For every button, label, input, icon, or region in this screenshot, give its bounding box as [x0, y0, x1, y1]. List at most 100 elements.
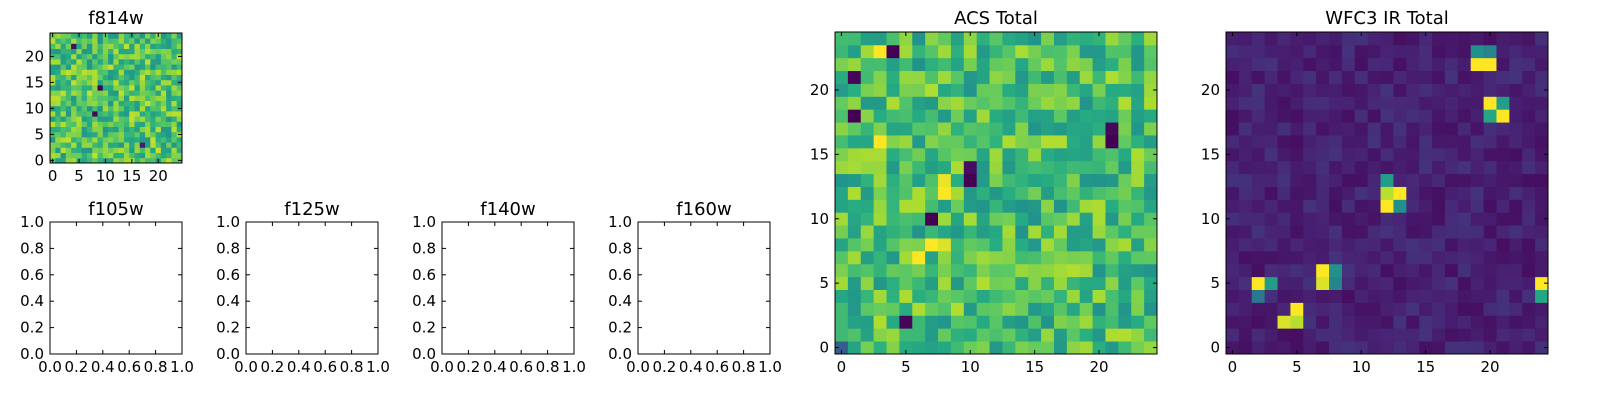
heatmap-cell	[1238, 225, 1253, 239]
heatmap-cell	[1226, 225, 1240, 239]
heatmap-cell	[938, 160, 952, 175]
heatmap-cell	[102, 95, 109, 101]
heatmap-cell	[860, 276, 875, 290]
heatmap-cell	[963, 238, 978, 252]
heatmap-cell	[1015, 212, 1029, 226]
heatmap-cell	[1535, 328, 1549, 342]
heatmap-cell	[1041, 263, 1055, 278]
heatmap-cell	[976, 225, 990, 239]
heatmap-cell	[847, 328, 862, 342]
heatmap-cell	[835, 96, 849, 110]
heatmap-cell	[938, 225, 952, 239]
heatmap-cell	[1015, 160, 1029, 175]
heatmap-cell	[1066, 96, 1081, 110]
heatmap-cell	[1290, 225, 1304, 239]
heatmap-cell	[1509, 315, 1523, 329]
heatmap-cell	[171, 33, 178, 39]
y-tick-label: 0.6	[20, 266, 44, 284]
heatmap-cell	[1316, 289, 1330, 303]
heatmap-cell	[1002, 315, 1016, 329]
heatmap-cell	[938, 173, 952, 187]
heatmap-cell	[989, 44, 1003, 59]
heatmap-cell	[1432, 173, 1446, 187]
heatmap-cell	[1393, 238, 1407, 252]
heatmap-cell	[976, 122, 990, 136]
heatmap-cell	[1028, 32, 1042, 46]
heatmap-cell	[873, 238, 887, 252]
heatmap-cell	[1419, 328, 1433, 342]
heatmap-cell	[1041, 289, 1055, 303]
heatmap-cell	[1002, 289, 1016, 303]
heatmap-cell	[1251, 199, 1266, 213]
heatmap-cell	[1329, 70, 1343, 84]
heatmap-cell	[1393, 109, 1407, 123]
heatmap-cell	[55, 116, 61, 122]
heatmap-cell	[1041, 341, 1055, 355]
heatmap-cell	[160, 90, 167, 96]
heatmap-cell	[899, 199, 913, 213]
heatmap-cell	[92, 105, 98, 112]
heatmap-cell	[1470, 328, 1484, 342]
heatmap-cell	[938, 122, 952, 136]
heatmap-cell	[123, 131, 130, 138]
heatmap-cell	[1444, 238, 1459, 252]
heatmap-cell	[81, 131, 88, 138]
heatmap-cell	[925, 147, 939, 162]
heatmap-cell	[1053, 289, 1068, 303]
heatmap-cell	[1131, 57, 1145, 72]
heatmap-cell	[976, 263, 990, 278]
heatmap-cell	[134, 131, 141, 138]
heatmap-cell	[60, 126, 67, 133]
heatmap-cell	[1118, 341, 1132, 355]
heatmap-cell	[123, 74, 130, 81]
heatmap-cell	[1118, 328, 1132, 342]
heatmap-cell	[938, 109, 952, 123]
heatmap-cell	[123, 142, 130, 148]
heatmap-cell	[160, 43, 167, 49]
heatmap-cell	[1290, 173, 1304, 187]
panel-title: f140w	[480, 199, 535, 220]
heatmap-cell	[118, 147, 125, 153]
heatmap-cell	[950, 57, 965, 72]
heatmap-cell	[963, 147, 978, 162]
heatmap-cell	[1290, 212, 1304, 226]
heatmap-cell	[1341, 315, 1356, 329]
heatmap-cell	[1354, 32, 1369, 46]
heatmap-cell	[847, 173, 862, 187]
heatmap-cell	[1041, 122, 1055, 136]
heatmap-cell	[76, 142, 83, 148]
heatmap-cell	[65, 48, 72, 55]
heatmap-cell	[886, 147, 900, 162]
heatmap-cell	[139, 64, 146, 70]
heatmap-cell	[976, 199, 990, 213]
heatmap-cell	[860, 302, 875, 316]
heatmap-cell	[835, 160, 849, 175]
heatmap-cell	[118, 121, 125, 127]
heatmap-cell	[139, 157, 146, 164]
heatmap-cell	[166, 142, 172, 148]
heatmap-cell	[71, 152, 77, 159]
heatmap-cell	[155, 121, 162, 127]
heatmap-cell	[1002, 109, 1016, 123]
x-tick-label: 20	[1480, 358, 1499, 376]
heatmap-cell	[989, 212, 1003, 226]
heatmap-cell	[81, 105, 88, 112]
heatmap-cell	[1041, 276, 1055, 290]
heatmap-cell	[1341, 289, 1356, 303]
heatmap-cell	[1144, 32, 1158, 46]
heatmap-cell	[1277, 289, 1291, 303]
heatmap-cell	[1457, 186, 1472, 200]
heatmap-cell	[835, 44, 849, 59]
heatmap-cell	[65, 142, 72, 148]
heatmap-cell	[1079, 199, 1093, 213]
heatmap-cell	[912, 70, 926, 84]
heatmap-cell	[1303, 250, 1317, 265]
heatmap-cell	[1303, 173, 1317, 187]
heatmap-cell	[123, 38, 130, 44]
heatmap-cell	[118, 64, 125, 70]
heatmap-cell	[989, 341, 1003, 355]
heatmap-cell	[139, 48, 146, 55]
x-tick-label: 5	[74, 167, 84, 185]
heatmap-cell	[150, 33, 156, 39]
heatmap-cell	[1251, 44, 1266, 59]
